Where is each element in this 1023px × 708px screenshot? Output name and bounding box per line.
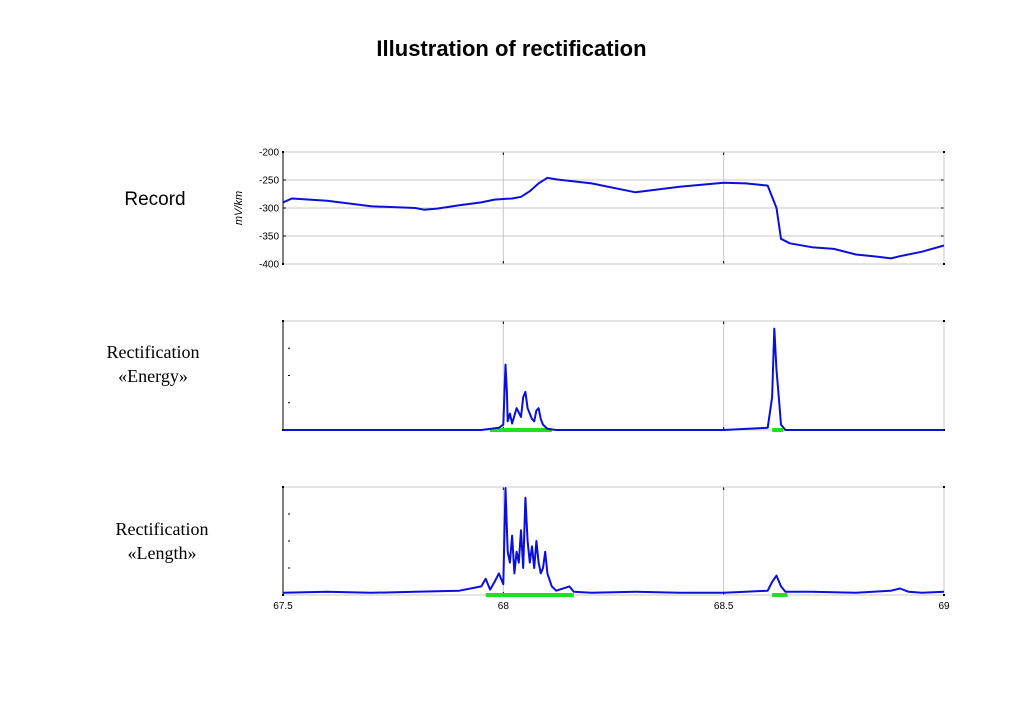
record-y-axis-label: mV/km bbox=[233, 191, 245, 225]
record-series-line bbox=[282, 176, 945, 260]
energy-corner-tick bbox=[943, 320, 945, 322]
energy-label: Rectification «Energy» bbox=[88, 340, 218, 388]
record-y-tick-label: -400 bbox=[259, 260, 279, 271]
length-label-line2: «Length» bbox=[127, 543, 197, 563]
energy-label-line2: «Energy» bbox=[118, 366, 188, 386]
length-x-tick-label: 67.5 bbox=[273, 601, 293, 612]
record-y-tick-label: -350 bbox=[259, 232, 279, 243]
length-corner-tick bbox=[282, 486, 284, 488]
record-corner-tick bbox=[943, 263, 945, 265]
length-corner-tick bbox=[943, 594, 945, 596]
energy-series-line bbox=[283, 327, 944, 431]
length-corner-tick bbox=[943, 486, 945, 488]
record-corner-tick bbox=[943, 151, 945, 153]
record-y-tick-label: -300 bbox=[259, 204, 279, 215]
length-x-tick-label: 69 bbox=[938, 601, 950, 612]
record-y-tick-label: -200 bbox=[259, 148, 279, 159]
record-corner-tick bbox=[282, 263, 284, 265]
length-label-line1: Rectification bbox=[115, 519, 209, 539]
page-title: Illustration of rectification bbox=[376, 36, 647, 61]
length-label: Rectification «Length» bbox=[96, 517, 228, 565]
energy-corner-tick bbox=[282, 320, 284, 322]
record-corner-tick bbox=[282, 151, 284, 153]
record-label: Record bbox=[124, 189, 186, 210]
length-x-tick-label: 68 bbox=[498, 601, 510, 612]
length-corner-tick bbox=[282, 594, 284, 596]
length-x-tick-label: 68.5 bbox=[714, 601, 734, 612]
record-y-tick-label: -250 bbox=[259, 176, 279, 187]
energy-label-line1: Rectification bbox=[106, 342, 200, 362]
length-series-line bbox=[282, 487, 945, 594]
